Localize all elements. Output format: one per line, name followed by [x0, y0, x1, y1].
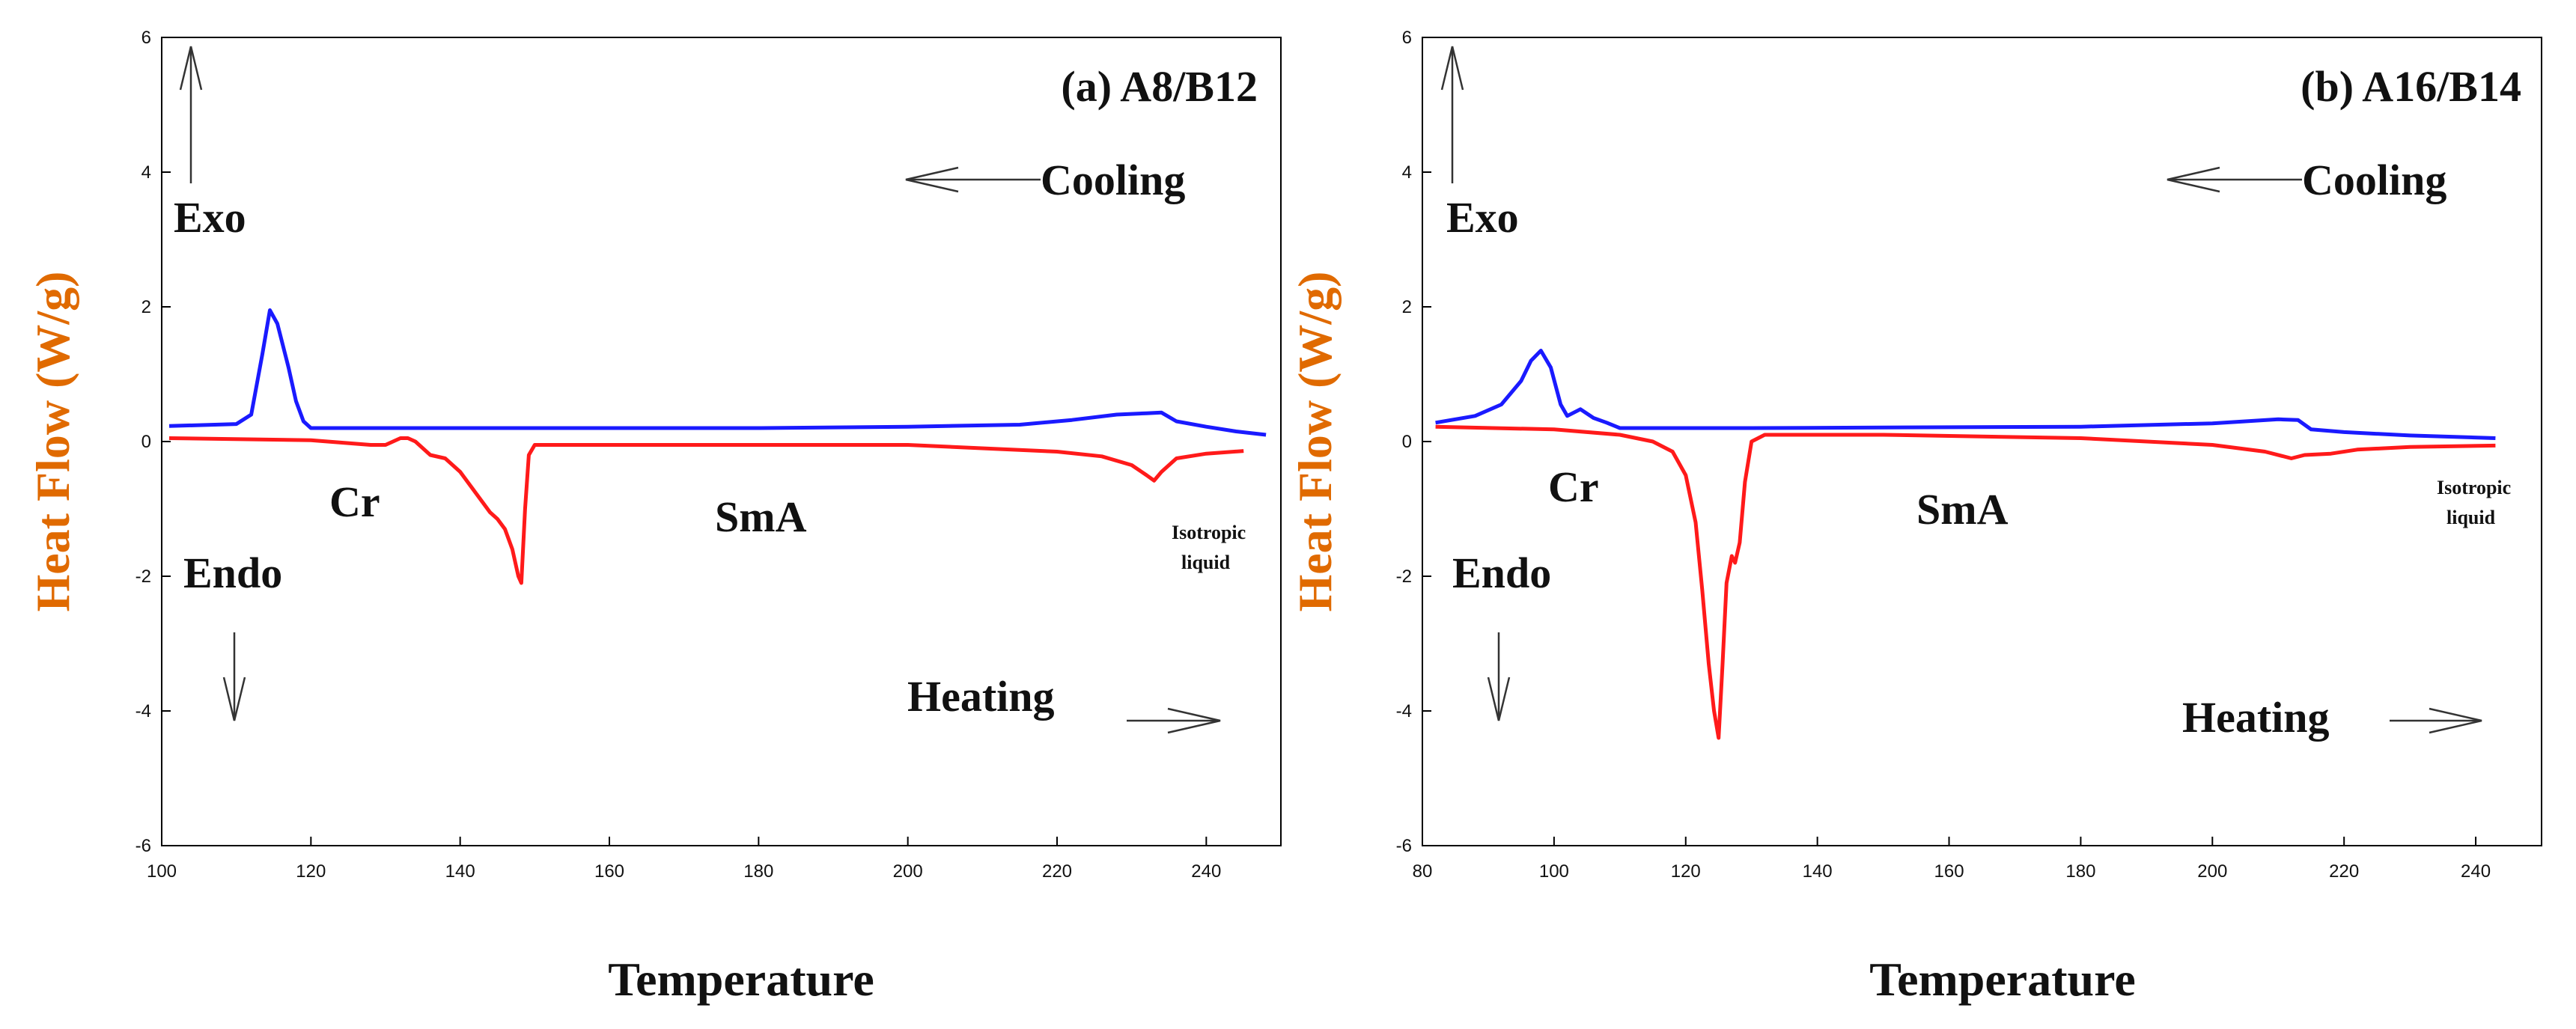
chart-title: (a) A8/B12	[1061, 62, 1258, 111]
y-tick-label: -6	[136, 836, 151, 856]
panel-b: 6 4 2 0 -2 -4 -6 80 100 120 140 160 180 200 220 240 (b…	[1288, 28, 2542, 1006]
phase-cr-label: Cr	[1548, 462, 1599, 511]
cooling-arrow	[905, 166, 1041, 193]
cooling-curve	[168, 308, 1267, 437]
isotropic-label-line1: Isotropic	[2437, 477, 2511, 498]
y-tick-label: 0	[141, 432, 151, 452]
x-axis-label: Temperature	[608, 953, 874, 1006]
chart-title: (b) A16/B14	[2301, 62, 2521, 111]
exo-arrow	[1440, 46, 1464, 183]
x-tick-label: 160	[1934, 861, 1964, 882]
cooling-label: Cooling	[2302, 156, 2446, 204]
y-tick-label: 6	[1402, 28, 1412, 48]
heating-label: Heating	[2182, 693, 2330, 742]
y-tick-label: -6	[1396, 836, 1412, 856]
cooling-curve	[1435, 349, 2496, 440]
endo-label: Endo	[183, 549, 282, 597]
y-axis-label: Heat Flow (W/g)	[1288, 272, 1342, 612]
y-tick-label: 4	[1402, 162, 1412, 183]
x-tick-label: 120	[296, 861, 326, 882]
heating-arrow	[2390, 707, 2482, 734]
y-ticks: 6 4 2 0 -2 -4 -6	[136, 28, 171, 856]
endo-label: Endo	[1452, 549, 1551, 597]
cooling-arrow	[2167, 166, 2302, 193]
series-group	[1435, 349, 2496, 740]
isotropic-label-line1: Isotropic	[1172, 522, 1246, 543]
x-tick-label: 160	[594, 861, 624, 882]
x-tick-label: 100	[1539, 861, 1569, 882]
y-axis-label: Heat Flow (W/g)	[26, 272, 79, 612]
x-tick-label: 240	[2461, 861, 2491, 882]
phase-cr-label: Cr	[329, 477, 380, 526]
x-axis-label: Temperature	[1869, 953, 2136, 1006]
y-tick-label: -4	[136, 701, 151, 721]
x-tick-label: 120	[1671, 861, 1701, 882]
cooling-label: Cooling	[1041, 156, 1185, 204]
series-group	[168, 308, 1267, 585]
x-ticks: 80 100 120 140 160 180 200 220 240	[1413, 837, 2491, 882]
endo-arrow	[222, 632, 246, 721]
x-tick-label: 200	[893, 861, 923, 882]
exo-arrow	[179, 46, 203, 183]
y-tick-label: 4	[141, 162, 151, 183]
heating-curve	[168, 436, 1244, 585]
panel-a: 6 4 2 0 -2 -4 -6 100 120 140 160 180 200 220 240 (a) …	[26, 28, 1282, 1006]
x-tick-label: 80	[1413, 861, 1433, 882]
x-tick-label: 200	[2197, 861, 2227, 882]
plot-frame	[1422, 37, 2542, 846]
y-tick-label: -2	[1396, 567, 1412, 587]
heating-curve	[1435, 424, 2496, 740]
heating-arrow	[1127, 707, 1221, 734]
y-tick-label: -2	[136, 567, 151, 587]
isotropic-label-line2: liquid	[2446, 507, 2496, 528]
x-tick-label: 180	[743, 861, 773, 882]
x-tick-label: 220	[1042, 861, 1072, 882]
y-tick-label: 0	[1402, 432, 1412, 452]
x-tick-label: 140	[445, 861, 475, 882]
x-tick-label: 180	[2065, 861, 2095, 882]
y-tick-label: 6	[141, 28, 151, 48]
exo-label: Exo	[1446, 193, 1519, 242]
x-ticks: 100 120 140 160 180 200 220 240	[147, 837, 1221, 882]
x-tick-label: 240	[1191, 861, 1221, 882]
y-tick-label: 2	[141, 297, 151, 317]
y-tick-label: 2	[1402, 297, 1412, 317]
endo-arrow	[1487, 632, 1511, 721]
exo-label: Exo	[174, 193, 246, 242]
y-tick-label: -4	[1396, 701, 1412, 721]
x-tick-label: 220	[2329, 861, 2359, 882]
phase-sma-label: SmA	[1916, 485, 2009, 534]
x-tick-label: 100	[147, 861, 177, 882]
x-tick-label: 140	[1803, 861, 1833, 882]
phase-sma-label: SmA	[715, 492, 807, 541]
y-ticks: 6 4 2 0 -2 -4 -6	[1396, 28, 1431, 856]
isotropic-label-line2: liquid	[1181, 552, 1231, 573]
heating-label: Heating	[907, 672, 1055, 721]
